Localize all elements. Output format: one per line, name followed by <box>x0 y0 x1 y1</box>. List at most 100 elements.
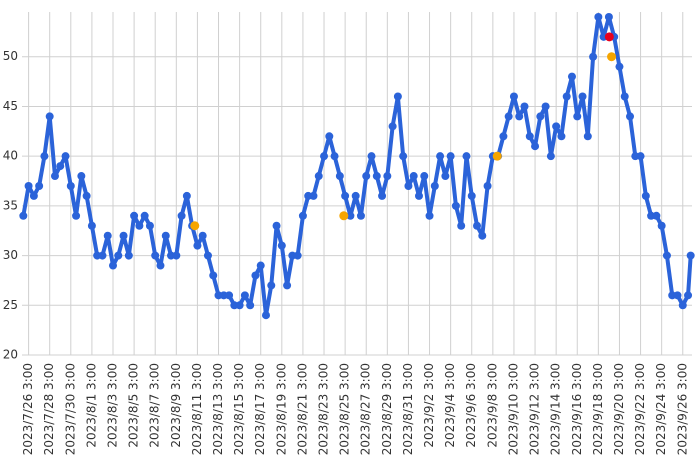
data-point <box>567 72 576 81</box>
data-point <box>573 112 582 121</box>
data-point <box>372 172 381 181</box>
data-point <box>209 271 218 280</box>
x-tick-label: 2023/8/23 3:00 <box>317 363 331 455</box>
data-point <box>615 62 624 71</box>
data-point <box>594 12 603 21</box>
data-point <box>562 92 571 101</box>
data-point <box>546 152 555 161</box>
x-tick-label: 2023/8/27 3:00 <box>359 363 373 455</box>
data-point <box>325 132 334 141</box>
data-point <box>356 211 365 220</box>
data-point <box>686 251 695 260</box>
x-tick-label: 2023/8/21 3:00 <box>295 363 309 455</box>
data-point <box>246 301 255 310</box>
data-point <box>235 301 244 310</box>
data-point <box>414 191 423 200</box>
data-point <box>399 152 408 161</box>
data-point <box>430 181 439 190</box>
data-point <box>98 251 107 260</box>
x-tick-label: 2023/7/30 3:00 <box>63 363 77 455</box>
data-point <box>420 172 429 181</box>
data-point <box>351 191 360 200</box>
data-point <box>119 231 128 240</box>
maximum-point <box>604 32 614 42</box>
data-point <box>441 172 450 181</box>
data-point <box>240 291 249 300</box>
data-point <box>473 221 482 230</box>
data-point <box>604 12 613 21</box>
y-tick-label: 35 <box>3 198 18 212</box>
highlight-point <box>339 211 349 221</box>
y-tick-label: 25 <box>3 298 18 312</box>
data-point <box>652 211 661 220</box>
data-point <box>330 152 339 161</box>
data-point <box>446 152 455 161</box>
data-point <box>151 251 160 260</box>
data-point <box>24 181 33 190</box>
x-tick-label: 2023/9/18 3:00 <box>591 363 605 455</box>
data-point <box>140 211 149 220</box>
data-point <box>50 172 59 181</box>
data-point <box>130 211 139 220</box>
data-point <box>525 132 534 141</box>
data-point <box>393 92 402 101</box>
data-point <box>225 291 234 300</box>
highlight-point <box>190 221 200 231</box>
data-point <box>467 191 476 200</box>
x-tick-label: 2023/8/11 3:00 <box>190 363 204 455</box>
y-tick-label: 50 <box>3 49 18 63</box>
data-point <box>277 241 286 250</box>
data-point <box>114 251 123 260</box>
data-point <box>388 122 397 131</box>
data-point <box>451 201 460 210</box>
data-point <box>193 241 202 250</box>
data-point <box>267 281 276 290</box>
data-point <box>462 152 471 161</box>
data-point <box>45 112 54 121</box>
data-point <box>156 261 165 270</box>
data-point <box>124 251 133 260</box>
data-point <box>362 172 371 181</box>
data-point <box>515 112 524 121</box>
data-point <box>61 152 70 161</box>
x-tick-label: 2023/9/20 3:00 <box>612 363 626 455</box>
data-point <box>509 92 518 101</box>
data-point <box>177 211 186 220</box>
x-tick-label: 2023/8/25 3:00 <box>338 363 352 455</box>
data-point <box>520 102 529 111</box>
data-point <box>378 191 387 200</box>
data-point <box>293 251 302 260</box>
data-point <box>657 221 666 230</box>
data-point <box>172 251 181 260</box>
data-point <box>314 172 323 181</box>
series-line <box>21 14 693 318</box>
data-point <box>251 271 260 280</box>
x-tick-label: 2023/9/12 3:00 <box>528 363 542 455</box>
data-point <box>19 211 28 220</box>
x-tick-label: 2023/8/1 3:00 <box>84 363 98 448</box>
data-point <box>161 231 170 240</box>
data-point <box>261 311 270 320</box>
x-tick-label: 2023/7/28 3:00 <box>42 363 56 455</box>
data-point <box>409 172 418 181</box>
data-point <box>82 191 91 200</box>
data-point <box>272 221 281 230</box>
data-point <box>309 191 318 200</box>
data-point <box>56 162 65 171</box>
data-point <box>383 172 392 181</box>
data-point <box>636 152 645 161</box>
x-tick-label: 2023/9/4 3:00 <box>443 363 457 448</box>
x-tick-label: 2023/8/15 3:00 <box>232 363 246 455</box>
data-point <box>40 152 49 161</box>
x-tick-label: 2023/8/3 3:00 <box>106 363 120 448</box>
data-point <box>589 52 598 61</box>
x-tick-label: 2023/9/6 3:00 <box>464 363 478 448</box>
data-point <box>557 132 566 141</box>
highlight-point <box>607 52 617 62</box>
data-point <box>77 172 86 181</box>
data-point <box>335 172 344 181</box>
data-point <box>499 132 508 141</box>
x-tick-label: 2023/8/13 3:00 <box>211 363 225 455</box>
x-tick-label: 2023/8/31 3:00 <box>401 363 415 455</box>
